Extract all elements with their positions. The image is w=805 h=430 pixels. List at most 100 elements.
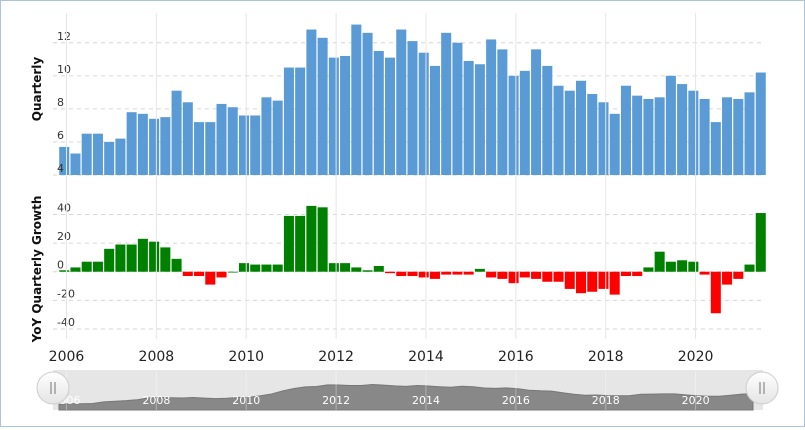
- quarterly-bar[interactable]: [654, 97, 665, 175]
- yoy-growth-bar[interactable]: [149, 241, 160, 272]
- yoy-growth-bar[interactable]: [710, 271, 721, 314]
- yoy-growth-bar[interactable]: [744, 264, 755, 272]
- yoy-growth-bar[interactable]: [317, 207, 328, 272]
- quarterly-bar[interactable]: [115, 138, 126, 175]
- quarterly-bar[interactable]: [710, 122, 721, 175]
- yoy-growth-bar[interactable]: [441, 271, 452, 275]
- quarterly-bar[interactable]: [104, 141, 115, 175]
- quarterly-bar[interactable]: [486, 39, 497, 176]
- quarterly-bar[interactable]: [688, 90, 699, 175]
- quarterly-bar[interactable]: [677, 84, 688, 175]
- yoy-growth-bar[interactable]: [205, 271, 216, 285]
- quarterly-bar[interactable]: [497, 49, 508, 175]
- yoy-growth-bar[interactable]: [126, 244, 137, 272]
- yoy-growth-bar[interactable]: [598, 271, 609, 289]
- quarterly-bar[interactable]: [59, 146, 70, 175]
- yoy-growth-bar[interactable]: [70, 267, 81, 272]
- quarterly-bar[interactable]: [171, 90, 182, 175]
- quarterly-bar[interactable]: [205, 122, 216, 175]
- quarterly-bar[interactable]: [609, 113, 620, 175]
- yoy-growth-bar[interactable]: [418, 271, 429, 278]
- yoy-growth-bar[interactable]: [463, 271, 474, 275]
- quarterly-bar[interactable]: [474, 64, 485, 175]
- yoy-growth-bar[interactable]: [542, 271, 553, 282]
- quarterly-bar[interactable]: [722, 97, 733, 175]
- yoy-growth-bar[interactable]: [194, 271, 205, 277]
- yoy-growth-bar[interactable]: [396, 271, 407, 277]
- yoy-growth-bar[interactable]: [632, 271, 643, 277]
- yoy-growth-bar[interactable]: [238, 263, 249, 272]
- quarterly-bar[interactable]: [295, 67, 306, 175]
- yoy-growth-bar[interactable]: [373, 266, 384, 272]
- quarterly-bar[interactable]: [620, 85, 631, 175]
- yoy-growth-bar[interactable]: [261, 264, 272, 272]
- quarterly-bar[interactable]: [194, 122, 205, 175]
- quarterly-bar[interactable]: [373, 51, 384, 175]
- quarterly-bar[interactable]: [227, 107, 238, 175]
- yoy-growth-bar[interactable]: [643, 267, 654, 272]
- quarterly-bar[interactable]: [632, 95, 643, 175]
- quarterly-bar[interactable]: [519, 70, 530, 175]
- quarterly-bar[interactable]: [306, 29, 317, 176]
- yoy-growth-bar[interactable]: [306, 205, 317, 272]
- quarterly-bar[interactable]: [665, 75, 676, 175]
- yoy-growth-bar[interactable]: [508, 271, 519, 284]
- quarterly-bar[interactable]: [385, 57, 396, 175]
- quarterly-bar[interactable]: [441, 32, 452, 176]
- quarterly-bar[interactable]: [643, 98, 654, 175]
- quarterly-bar[interactable]: [699, 98, 710, 175]
- yoy-growth-bar[interactable]: [722, 271, 733, 285]
- quarterly-bar[interactable]: [283, 67, 294, 175]
- quarterly-bar[interactable]: [564, 90, 575, 175]
- yoy-growth-bar[interactable]: [587, 271, 598, 292]
- quarterly-bar[interactable]: [351, 24, 362, 176]
- yoy-growth-bar[interactable]: [677, 260, 688, 272]
- quarterly-bar[interactable]: [587, 94, 598, 175]
- yoy-growth-bar[interactable]: [474, 268, 485, 272]
- quarterly-bar[interactable]: [238, 115, 249, 175]
- quarterly-bar[interactable]: [733, 98, 744, 175]
- yoy-growth-bar[interactable]: [553, 271, 564, 282]
- yoy-growth-bar[interactable]: [688, 261, 699, 272]
- yoy-growth-bar[interactable]: [620, 271, 631, 277]
- navigator-handle-left[interactable]: [36, 371, 70, 405]
- yoy-growth-bar[interactable]: [665, 261, 676, 272]
- quarterly-bar[interactable]: [463, 60, 474, 175]
- quarterly-bar[interactable]: [553, 85, 564, 175]
- yoy-growth-bar[interactable]: [564, 271, 575, 289]
- yoy-growth-bar[interactable]: [216, 271, 227, 278]
- yoy-growth-bar[interactable]: [452, 271, 463, 275]
- yoy-growth-bar[interactable]: [328, 263, 339, 272]
- yoy-growth-bar[interactable]: [81, 261, 92, 272]
- yoy-growth-bar[interactable]: [171, 258, 182, 272]
- quarterly-bar[interactable]: [328, 57, 339, 175]
- navigator-handle-right[interactable]: [745, 371, 779, 405]
- yoy-growth-bar[interactable]: [407, 271, 418, 277]
- quarterly-bar[interactable]: [261, 97, 272, 175]
- yoy-growth-bar[interactable]: [160, 247, 171, 272]
- yoy-growth-bar[interactable]: [59, 270, 70, 272]
- quarterly-bar[interactable]: [182, 102, 193, 175]
- quarterly-bar[interactable]: [216, 103, 227, 175]
- quarterly-bar[interactable]: [755, 72, 766, 175]
- range-navigator[interactable]: 2006 2008 2010 2012 2014 2016 2018 2020: [36, 370, 779, 411]
- yoy-growth-bar[interactable]: [519, 271, 530, 278]
- yoy-growth-bar[interactable]: [137, 238, 148, 272]
- yoy-growth-bar[interactable]: [362, 270, 373, 272]
- yoy-growth-bar[interactable]: [104, 248, 115, 272]
- quarterly-bar[interactable]: [452, 42, 463, 176]
- quarterly-bar[interactable]: [149, 118, 160, 175]
- yoy-growth-bar[interactable]: [429, 271, 440, 279]
- quarterly-bar[interactable]: [126, 112, 137, 175]
- yoy-growth-bar[interactable]: [182, 271, 193, 277]
- quarterly-bar[interactable]: [508, 75, 519, 175]
- quarterly-bar[interactable]: [396, 29, 407, 176]
- yoy-growth-bar[interactable]: [755, 213, 766, 272]
- yoy-growth-bar[interactable]: [250, 264, 261, 272]
- quarterly-bar[interactable]: [81, 133, 92, 175]
- quarterly-bar[interactable]: [70, 153, 81, 175]
- quarterly-bar[interactable]: [575, 80, 587, 175]
- quarterly-bar[interactable]: [429, 65, 440, 175]
- yoy-growth-bar[interactable]: [272, 264, 283, 272]
- quarterly-bar[interactable]: [362, 32, 373, 176]
